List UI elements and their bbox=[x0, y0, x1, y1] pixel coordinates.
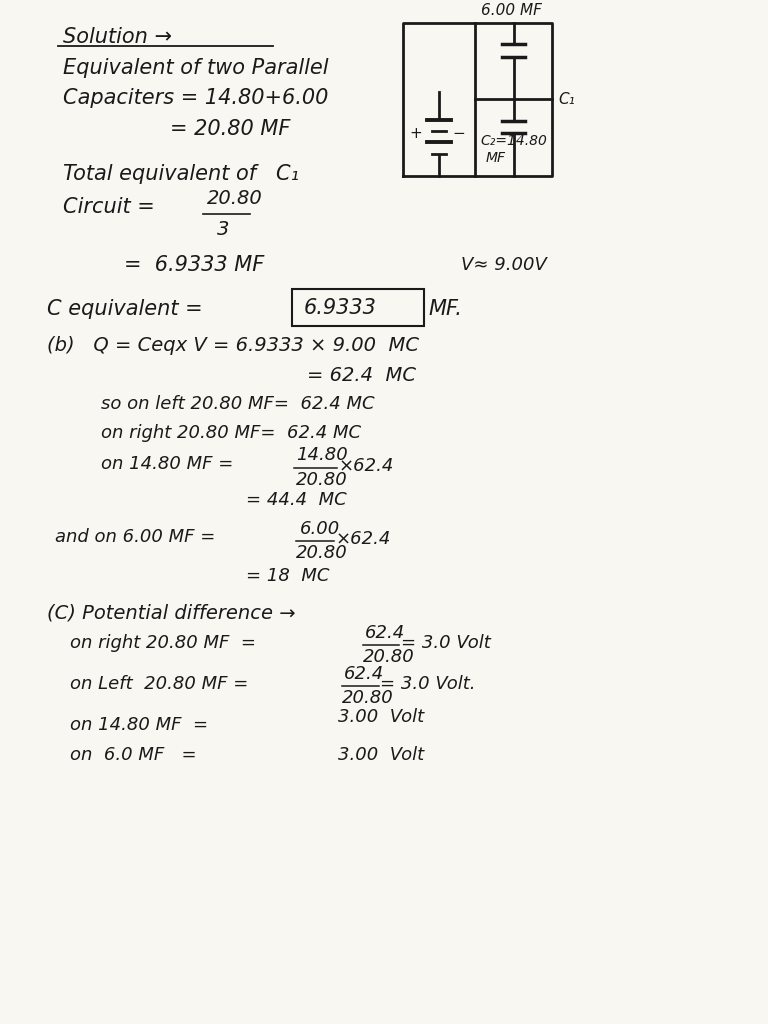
Text: on 14.80 MF  =: on 14.80 MF = bbox=[70, 716, 208, 734]
Text: (b)   Q = Ceqx V = 6.9333 × 9.00  MC: (b) Q = Ceqx V = 6.9333 × 9.00 MC bbox=[48, 336, 419, 354]
Text: ×62.4: ×62.4 bbox=[338, 457, 393, 475]
Text: Capaciters = 14.80+6.00: Capaciters = 14.80+6.00 bbox=[63, 88, 328, 109]
Text: ×62.4: ×62.4 bbox=[336, 530, 391, 548]
Text: Equivalent of two Parallel: Equivalent of two Parallel bbox=[63, 58, 328, 78]
Text: on 14.80 MF =: on 14.80 MF = bbox=[101, 455, 233, 473]
Text: MF.: MF. bbox=[429, 299, 462, 318]
Text: on Left  20.80 MF =: on Left 20.80 MF = bbox=[70, 675, 249, 693]
Text: 3: 3 bbox=[217, 219, 230, 239]
Text: so on left 20.80 MF=  62.4 MC: so on left 20.80 MF= 62.4 MC bbox=[101, 395, 375, 414]
Text: 20.80: 20.80 bbox=[362, 648, 414, 667]
Text: = 62.4  MC: = 62.4 MC bbox=[307, 367, 416, 385]
Text: MF: MF bbox=[485, 151, 505, 165]
Text: Solution →: Solution → bbox=[63, 28, 171, 47]
Text: on right 20.80 MF  =: on right 20.80 MF = bbox=[70, 634, 257, 652]
Text: C₂=14.80: C₂=14.80 bbox=[481, 134, 548, 147]
Text: = 18  MC: = 18 MC bbox=[247, 567, 329, 585]
Text: −: − bbox=[452, 126, 465, 140]
Text: 20.80: 20.80 bbox=[342, 689, 394, 708]
Text: 6.00 MF: 6.00 MF bbox=[481, 3, 541, 18]
Text: on  6.0 MF   =: on 6.0 MF = bbox=[70, 746, 197, 764]
Text: = 3.0 Volt.: = 3.0 Volt. bbox=[380, 675, 475, 693]
Text: 6.00: 6.00 bbox=[300, 520, 340, 538]
Text: C equivalent =: C equivalent = bbox=[48, 299, 203, 318]
Text: =  6.9333 MF: = 6.9333 MF bbox=[124, 255, 264, 274]
Text: 6.9333: 6.9333 bbox=[303, 298, 376, 317]
Text: 20.80: 20.80 bbox=[207, 188, 262, 208]
Text: on right 20.80 MF=  62.4 MC: on right 20.80 MF= 62.4 MC bbox=[101, 424, 361, 442]
Text: 14.80: 14.80 bbox=[296, 446, 348, 465]
Text: C₁: C₁ bbox=[558, 92, 575, 106]
Text: 62.4: 62.4 bbox=[365, 624, 405, 642]
Text: = 3.0 Volt: = 3.0 Volt bbox=[401, 634, 491, 652]
Text: +: + bbox=[410, 126, 422, 140]
Text: 3.00  Volt: 3.00 Volt bbox=[338, 746, 424, 764]
Text: and on 6.00 MF =: and on 6.00 MF = bbox=[55, 528, 215, 546]
Text: Circuit =: Circuit = bbox=[63, 197, 154, 217]
Text: (C) Potential difference →: (C) Potential difference → bbox=[48, 603, 296, 622]
Text: 20.80: 20.80 bbox=[296, 545, 348, 562]
Text: Total equivalent of   C₁: Total equivalent of C₁ bbox=[63, 164, 299, 184]
Text: 62.4: 62.4 bbox=[344, 665, 385, 683]
Text: 3.00  Volt: 3.00 Volt bbox=[338, 708, 424, 726]
Text: = 20.80 MF: = 20.80 MF bbox=[170, 119, 290, 139]
Text: 20.80: 20.80 bbox=[296, 471, 348, 488]
Text: = 44.4  MC: = 44.4 MC bbox=[247, 492, 347, 509]
Text: V≈ 9.00V: V≈ 9.00V bbox=[461, 256, 546, 273]
